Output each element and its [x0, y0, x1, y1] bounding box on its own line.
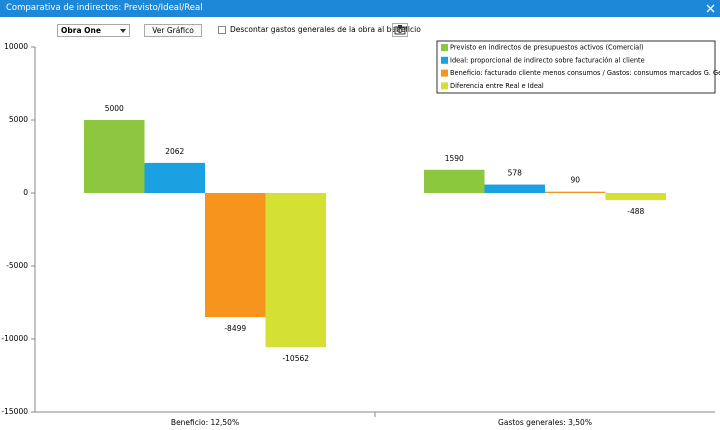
value-label: 5000 — [105, 104, 124, 113]
legend-swatch — [441, 69, 448, 77]
bar — [205, 193, 266, 318]
export-icon[interactable] — [392, 23, 408, 37]
legend-swatch — [441, 82, 448, 90]
bar — [605, 193, 666, 201]
window-title: Comparativa de indirectos: Previsto/Idea… — [6, 3, 203, 13]
project-value: Obra One — [61, 26, 101, 35]
y-tick-label: -10000 — [1, 334, 28, 343]
checkbox[interactable] — [218, 26, 226, 34]
bar — [84, 120, 145, 193]
value-label: 578 — [508, 169, 523, 178]
checkbox-label[interactable]: Descontar gastos generales de la obra al… — [230, 25, 421, 34]
bar — [265, 193, 326, 348]
show-chart-button[interactable]: Ver Gráfico — [144, 24, 202, 37]
bar — [545, 191, 606, 193]
y-tick-label: -15000 — [1, 407, 28, 416]
x-tick-label: Beneficio: 12,50% — [171, 418, 239, 427]
bar — [484, 184, 545, 193]
legend-swatch — [441, 44, 448, 51]
project-dropdown[interactable]: Obra One — [57, 24, 130, 37]
legend-box — [436, 40, 716, 94]
legend-swatch — [441, 56, 448, 64]
value-label: -10562 — [282, 354, 309, 363]
value-label: 90 — [570, 176, 580, 185]
bar — [424, 169, 485, 193]
legend-label: Diferencia entre Real e Ideal — [450, 82, 544, 90]
title-bar: Comparativa de indirectos: Previsto/Idea… — [0, 0, 720, 17]
legend-label: Previsto en indirectos de presupuestos a… — [450, 44, 644, 52]
chart: -15000 -10000 -5000 0 5000 10000 Beneficio: 12… — [1, 40, 720, 427]
y-tick-label: 10000 — [4, 42, 28, 51]
value-label: -488 — [627, 207, 644, 216]
bar — [144, 162, 205, 193]
value-label: -8499 — [224, 324, 246, 333]
x-tick-label: Gastos generales: 3,50% — [498, 418, 592, 427]
legend-label: Beneficio: facturado cliente menos consu… — [450, 69, 720, 77]
y-tick-label: -5000 — [6, 261, 28, 270]
value-label: 1590 — [445, 154, 464, 163]
close-button[interactable] — [705, 3, 716, 14]
value-label: 2062 — [165, 147, 184, 156]
y-tick-label: 5000 — [9, 115, 28, 124]
y-tick-label: 0 — [23, 188, 28, 197]
legend-label: Ideal: proporcional de indirecto sobre f… — [450, 56, 645, 64]
